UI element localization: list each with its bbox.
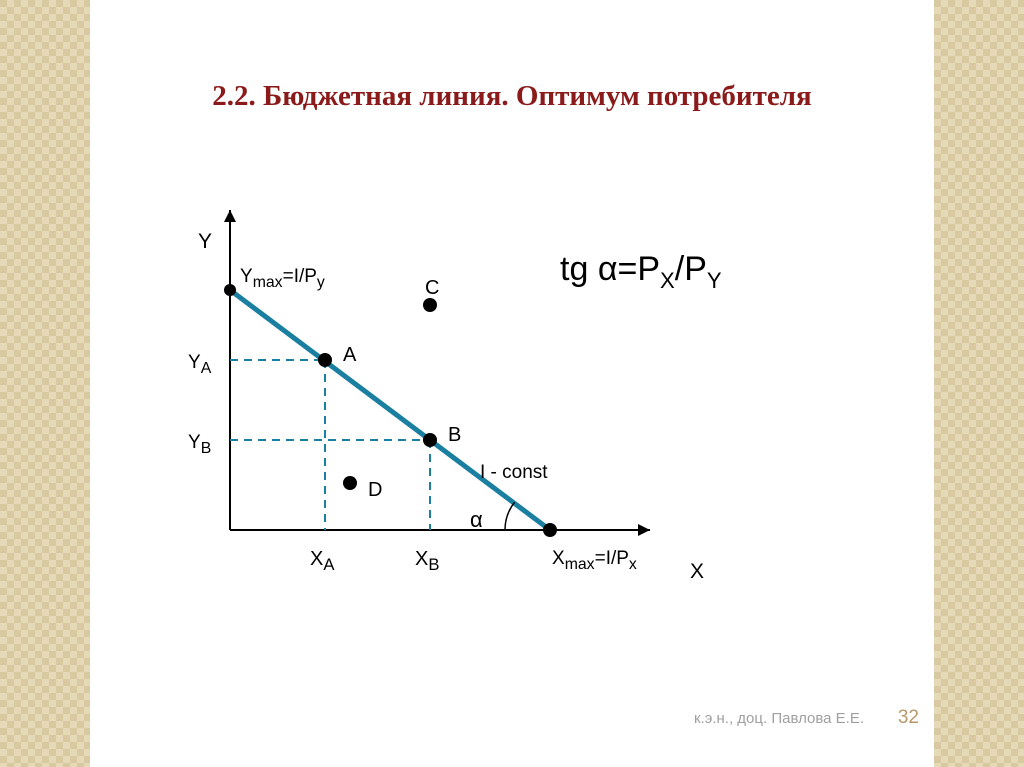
point-label-A: A	[343, 344, 356, 367]
left-pattern	[0, 0, 90, 767]
point-label-D: D	[368, 479, 382, 502]
budget-line-chart: YXYmax=I/PyYAYBXAXBXmax=I/PxI - constαAB…	[150, 200, 740, 600]
point-label-B: B	[448, 424, 461, 447]
right-pattern	[934, 0, 1024, 767]
point-label-C: C	[425, 277, 439, 300]
footer-page-number: 32	[898, 707, 919, 729]
slide-title: 2.2. Бюджетная линия. Оптимум потребител…	[0, 80, 1024, 113]
footer-author: к.э.н., доц. Павлова Е.Е.	[694, 710, 864, 727]
